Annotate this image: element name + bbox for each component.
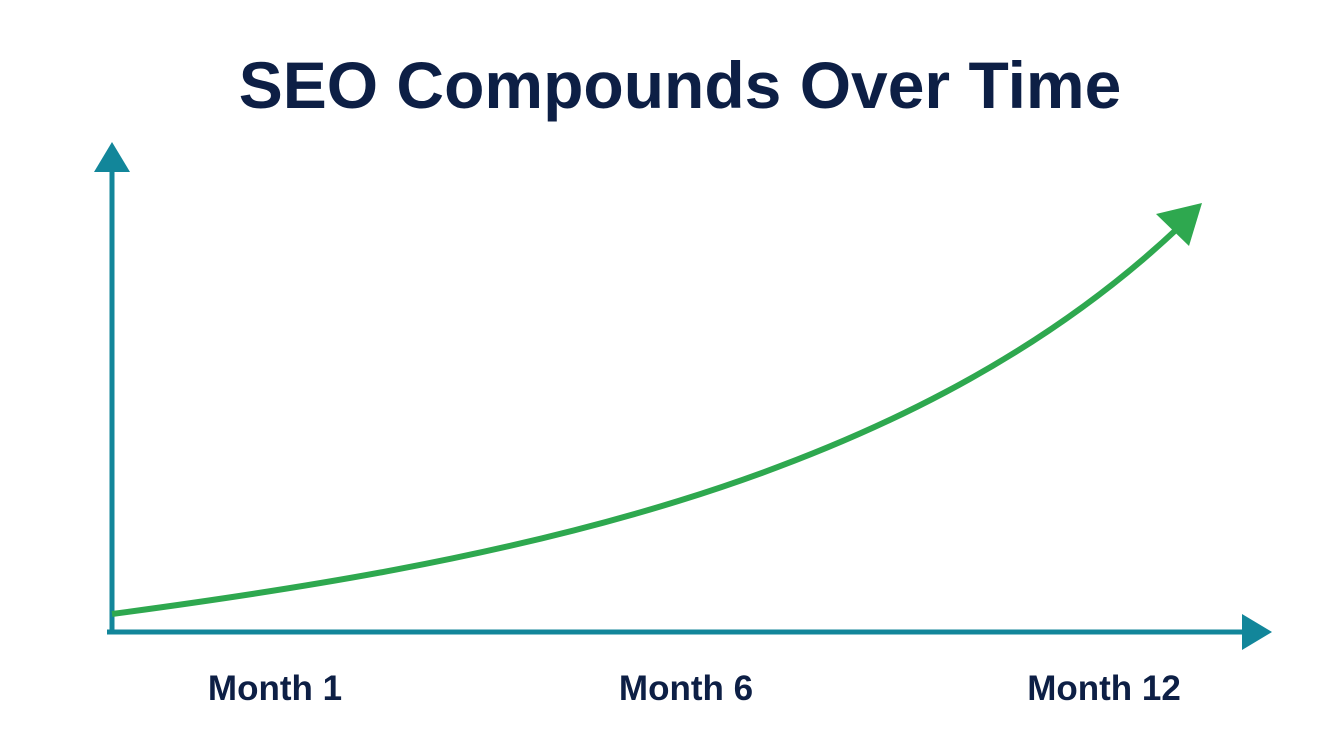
title: SEO Compounds Over Time bbox=[239, 48, 1122, 122]
growth-curve bbox=[111, 225, 1181, 617]
growth-arrow bbox=[1156, 203, 1202, 246]
x-label: Month 1 bbox=[208, 669, 342, 708]
x-label: Month 6 bbox=[619, 669, 753, 708]
x-axis-arrow bbox=[1242, 614, 1272, 650]
y-axis-arrow bbox=[94, 142, 130, 172]
x-label: Month 12 bbox=[1027, 669, 1181, 708]
